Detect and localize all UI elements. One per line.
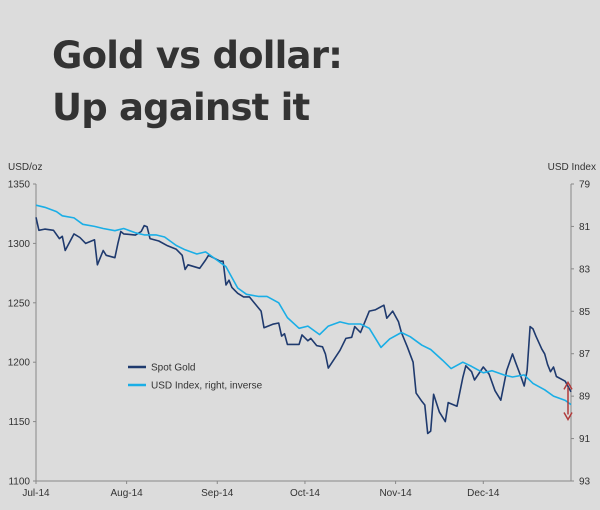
series-line-usd-index — [35, 204, 572, 406]
x-tick-label: Oct-14 — [290, 488, 320, 499]
right-tick-label: 79 — [579, 180, 591, 191]
annotation-arrow-head-top — [563, 380, 573, 390]
x-tick-label: Sep-14 — [201, 488, 234, 499]
x-tick-label: Jul-14 — [22, 488, 50, 499]
right-tick-label: 85 — [579, 307, 591, 318]
legend-label-usd: USD Index, right, inverse — [151, 381, 263, 392]
right-tick-label: 91 — [579, 434, 591, 445]
x-tick-label: Aug-14 — [111, 488, 144, 499]
right-tick-label: 93 — [579, 477, 591, 488]
left-tick-label: 1100 — [8, 477, 30, 488]
left-tick-label: 1350 — [8, 180, 31, 191]
right-axis-label: USD Index — [548, 162, 596, 173]
series-line-spot-gold — [35, 217, 572, 435]
left-axis-label: USD/oz — [8, 162, 42, 173]
x-tick-label: Dec-14 — [467, 488, 500, 499]
right-tick-label: 87 — [579, 349, 591, 360]
left-tick-label: 1250 — [8, 298, 31, 309]
left-tick-label: 1200 — [8, 358, 31, 369]
left-tick-label: 1300 — [8, 239, 31, 250]
chart-title: Gold vs dollar: Up against it — [52, 30, 343, 134]
right-tick-label: 83 — [579, 264, 591, 275]
x-tick-label: Nov-14 — [379, 488, 412, 499]
left-tick-label: 1150 — [8, 417, 30, 428]
right-tick-label: 81 — [579, 222, 591, 233]
legend-label-gold: Spot Gold — [151, 363, 195, 374]
annotation-arrow-head-bottom — [563, 412, 573, 421]
right-tick-label: 89 — [579, 392, 591, 403]
title-line-1: Gold vs dollar: — [52, 34, 343, 77]
title-line-2: Up against it — [52, 86, 310, 129]
plot-area: 1350 1300 1250 1200 1150 1100 79 81 83 85 87 89 91 93… — [8, 180, 591, 500]
legend: Spot Gold USD Index, right, inverse — [128, 363, 263, 392]
